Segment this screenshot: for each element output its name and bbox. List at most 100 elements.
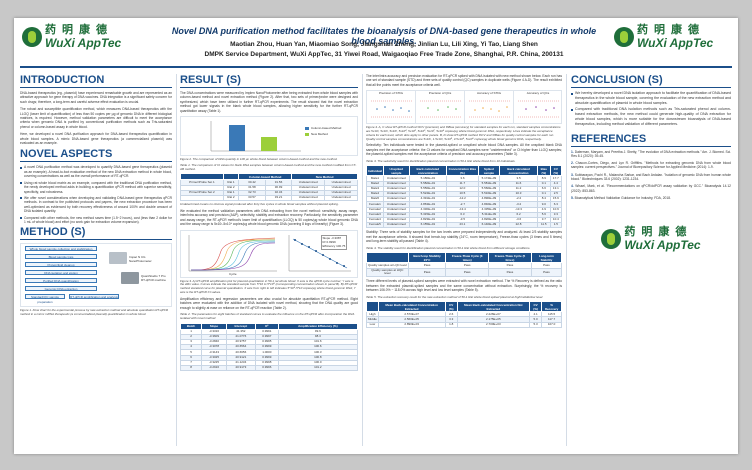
logo-cn-text: 药明康德	[624, 225, 693, 239]
instrument-2-label: QuantStudio 7 Pro RT-qPCR machine	[141, 274, 166, 283]
reference-item: 5. Bioanalytical Method Validation Guida…	[571, 195, 671, 200]
table-5-caption: Table 5. The extraction recovery result …	[366, 294, 544, 299]
flow-step: Standard/QC sample preparation	[25, 294, 65, 304]
table-header: Back calculated concentration	[499, 165, 538, 177]
table-5: Mean Back-calculated Concentration Extra…	[366, 301, 562, 328]
fig4-panel: Accuracy of QCs	[514, 91, 562, 123]
t1-cell: Undetermined	[324, 194, 358, 202]
reference-item: 2. Chacon-Cortes, Diego, and Lyn R. Grif…	[571, 161, 732, 170]
table-cell: Quality samples at HQC level	[366, 267, 409, 278]
fig4-panel: Accuracy of STDs	[465, 91, 514, 124]
table-cell: -3.2916	[201, 364, 227, 372]
col3-p4: Three different levels of plasmid-spiked…	[366, 279, 562, 293]
table-row: Quality samples at LQC level Pass Pass Pass…	[366, 262, 563, 269]
reference-text: Chacon-Cortes, Diego, and Lyn R. Griffit…	[571, 161, 732, 170]
table-header: Freeze-Thaw Cycle (3 times)	[445, 252, 490, 264]
table-header: Mean Back-calculated Concentration Extra…	[377, 301, 446, 313]
legend-new-method: New Method	[311, 132, 328, 137]
table-cell: 2.890E+03	[377, 321, 446, 328]
flow-step: Purified DNA quantification	[25, 278, 97, 284]
conclusion-item: We hereby developed a novel DNA isolatio…	[571, 91, 731, 105]
table-4: Bench-top Stability 24°C Freeze-Thaw Cycl…	[366, 252, 563, 278]
t1-cell: Rat 2	[222, 194, 240, 202]
table-row: Female1 Undetermined 4.863E+01 -2.7 4.840E+0…	[365, 201, 563, 208]
table-row: Quality samples at HQC level Pass Pass Pass…	[366, 267, 563, 278]
intro-heading: INTRODUCTION	[20, 74, 172, 88]
table-cell: 0.9996	[254, 364, 279, 372]
reference-text: Bioanalytical Method Validation Guidance…	[574, 195, 671, 200]
table-3-caption: Table 3. The selectivity result for iden…	[366, 158, 516, 163]
table-cell: 5.3	[528, 321, 543, 328]
figure-1-caption: Figure 1. Flow chart for the experimenta…	[20, 308, 169, 317]
fig4-panel-title: Precision of STDs	[378, 91, 403, 96]
instrument-1-label: Impac N CG NanoPhotometer	[129, 255, 152, 264]
aspects-heading: NOVEL ASPECTS	[20, 148, 172, 163]
logo-icon	[614, 26, 634, 47]
col3-p1: The inter/intra accuracy and precision e…	[366, 74, 562, 87]
table-header: Bench-top Stability 24°C	[407, 252, 447, 264]
table-header	[366, 301, 379, 313]
fig3-stats-box: Slope -3.3087 R² 0.9999 Efficiency 100.7…	[321, 234, 347, 250]
table-row: High 2.570E+07 2.6 2.226E+07 4.1 115.5	[366, 311, 562, 318]
logo-en-text: WuXi AppTec	[637, 36, 714, 50]
table-cell: Pass	[530, 267, 563, 278]
table-header: Mean Back-calculated Concentration Not E…	[456, 301, 530, 313]
fig3-xlabel: Cycle	[229, 271, 237, 276]
fig3-r2-label: R²	[322, 240, 326, 245]
table-1-note: Undetermined means no obvious signal pro…	[180, 202, 339, 207]
table-cell: 11.5	[536, 222, 551, 229]
t1-cell: 33.57	[238, 194, 266, 202]
table-header: Spiked sample	[477, 165, 501, 177]
table-cell: Female5	[365, 222, 385, 229]
figure-3-caption: Figure 3. A) RT-qPCR amplification plot …	[180, 278, 358, 294]
column-1: INTRODUCTION DNA-based therapeutics (eg.…	[20, 74, 172, 319]
method-flowchart: Whole blood sample collection and stabil…	[20, 243, 172, 308]
table-header: Back calculated concentration	[408, 165, 448, 177]
amplification-curve	[190, 242, 276, 270]
column-divider	[566, 74, 567, 446]
logo-icon	[601, 228, 622, 249]
fig4-panel-svg	[518, 101, 560, 118]
legend-column-based: Column-based Method	[311, 126, 342, 131]
result-p3: Amplification efficiency and regression …	[180, 296, 358, 310]
table-cell: 23.1	[446, 222, 479, 229]
aspect-item: Compared with other methods, the new met…	[20, 216, 172, 225]
table-1-caption: Table 1. The comparison of Ct values for…	[180, 162, 357, 171]
col3-p3: Stability: Three sets of stability sampl…	[366, 230, 562, 244]
fig3-slope-label: Slope	[322, 236, 331, 241]
table-2: Batch Slope Intercept R² Amplification E…	[179, 322, 359, 372]
nanophotometer-icon	[109, 252, 127, 265]
result-p1: The DNA concentrations were measured by …	[180, 91, 358, 113]
logo-icon	[22, 26, 42, 47]
logo-footer: 药明康德 WuXi AppTec	[571, 226, 731, 251]
header-rule	[20, 66, 732, 68]
table-header: CV (%)	[444, 301, 458, 313]
fig4-panel-title: Accuracy of STDs	[476, 91, 501, 96]
fig4-panel-title: Precision of QCs	[428, 91, 452, 96]
result-heading: RESULT (S)	[180, 74, 358, 88]
table-header: Concentration Bias (%)	[446, 165, 479, 177]
column-divider	[176, 74, 177, 446]
bar-new-method	[261, 137, 277, 152]
column-4: CONCLUSION (S) We hereby developed a nov…	[571, 74, 731, 251]
table-cell: Low	[366, 321, 379, 328]
fig3-r2-value: 0.9999	[326, 240, 336, 245]
table-header	[366, 252, 409, 264]
result-p2: We evaluated the method validation param…	[180, 208, 358, 227]
reference-text: Wissel, Mark, et al. "Recommendations on…	[571, 184, 731, 193]
figure-4-panels: Precision of STDs Precision of QCs Accur…	[366, 90, 562, 125]
column-divider	[362, 74, 363, 446]
flow-step: Whole blood sample collection and stabil…	[25, 246, 97, 252]
logo-cn-text: 药明康德	[45, 23, 113, 36]
flow-step: RT-qPCR amplification and analysis	[69, 294, 119, 300]
table-row: Female5 Undetermined 6.155E+01 23.1 6.140E+0…	[365, 222, 563, 229]
table-3: Individual Unspiked sample Back calculated…	[365, 165, 563, 229]
conclusion-heading: CONCLUSION (S)	[571, 74, 731, 88]
intro-p3: Here, we developed a novel DNA purificat…	[20, 132, 172, 146]
table-2-caption: Table 2. The parameters for eight batche…	[180, 312, 355, 320]
table-cell: 2.700E+03	[456, 321, 530, 328]
flow-step: Genomic DNA extraction	[25, 286, 97, 292]
table-cell: Pass	[530, 262, 563, 269]
flow-step: Protein/lipid cleanup	[25, 262, 97, 268]
table-row: 1 -3.3316 41.352 0.9991 99.6	[179, 328, 359, 335]
